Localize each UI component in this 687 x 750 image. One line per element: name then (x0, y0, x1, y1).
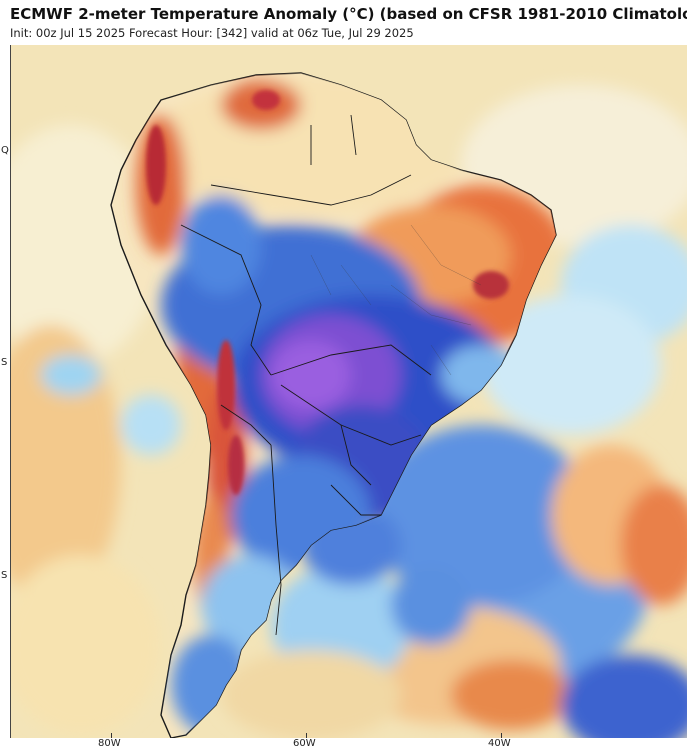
longitude-tick-0 (111, 733, 112, 738)
map-title: ECMWF 2-meter Temperature Anomaly (°C) (… (10, 5, 687, 23)
country-borders (180, 114, 432, 636)
map-subtitle: Init: 00z Jul 15 2025 Forecast Hour: [34… (10, 26, 414, 40)
longitude-label-1: 60W (293, 738, 316, 749)
longitude-label-2: 40W (488, 738, 511, 749)
latitude-label-1: S (0, 357, 9, 368)
longitude-tick-1 (306, 733, 307, 738)
latitude-label-2: S (0, 570, 9, 581)
anomaly-map[interactable] (10, 45, 687, 738)
latitude-label-0: Q (0, 145, 10, 156)
state-borders (310, 224, 482, 376)
anomaly-map-svg (11, 45, 687, 738)
longitude-label-0: 80W (98, 738, 121, 749)
bottom-axis (0, 738, 687, 750)
map-header: ECMWF 2-meter Temperature Anomaly (°C) (… (0, 0, 687, 45)
longitude-tick-2 (501, 733, 502, 738)
